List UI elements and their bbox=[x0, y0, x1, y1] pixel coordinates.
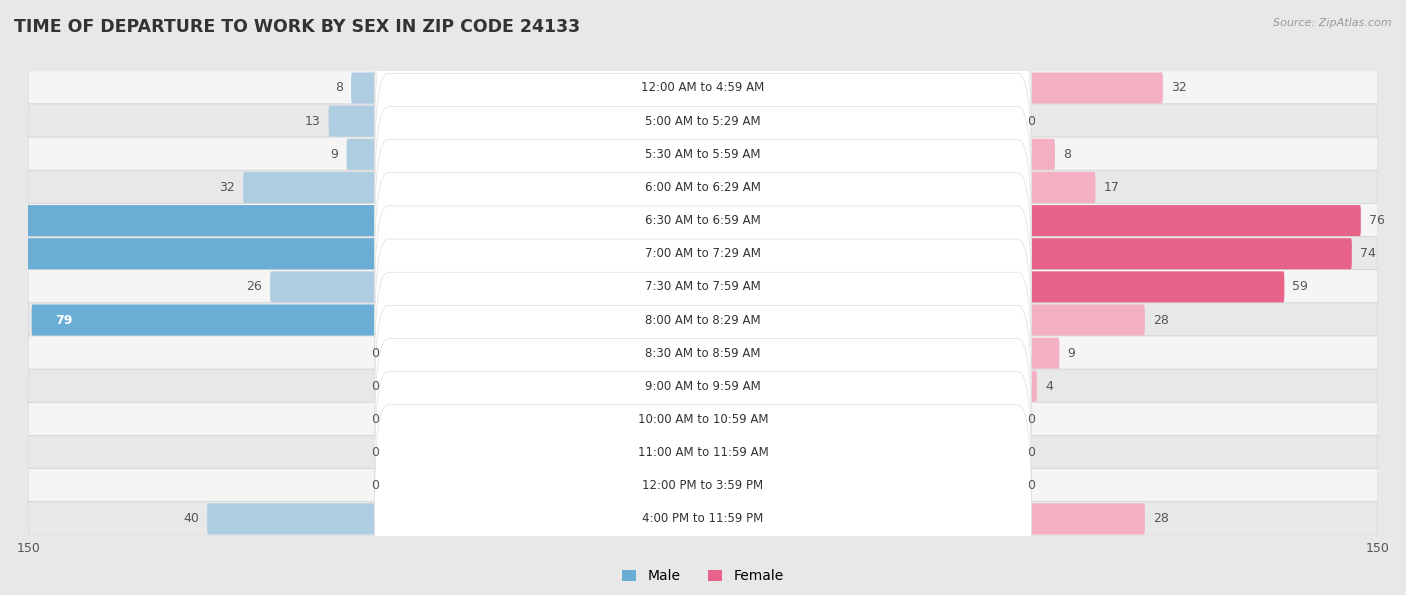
Text: 12:00 AM to 4:59 AM: 12:00 AM to 4:59 AM bbox=[641, 82, 765, 95]
FancyBboxPatch shape bbox=[28, 104, 1378, 139]
Text: 6:30 AM to 6:59 AM: 6:30 AM to 6:59 AM bbox=[645, 214, 761, 227]
Text: 5:30 AM to 5:59 AM: 5:30 AM to 5:59 AM bbox=[645, 148, 761, 161]
Text: 0: 0 bbox=[1026, 115, 1035, 127]
Text: 76: 76 bbox=[1369, 214, 1385, 227]
FancyBboxPatch shape bbox=[374, 73, 1032, 302]
FancyBboxPatch shape bbox=[28, 270, 1378, 304]
FancyBboxPatch shape bbox=[347, 139, 389, 170]
FancyBboxPatch shape bbox=[374, 0, 1032, 202]
Text: 9: 9 bbox=[330, 148, 339, 161]
FancyBboxPatch shape bbox=[28, 369, 1378, 403]
Text: 59: 59 bbox=[1292, 280, 1308, 293]
FancyBboxPatch shape bbox=[0, 238, 389, 270]
FancyBboxPatch shape bbox=[374, 173, 1032, 401]
Text: 8:00 AM to 8:29 AM: 8:00 AM to 8:29 AM bbox=[645, 314, 761, 327]
FancyBboxPatch shape bbox=[1017, 172, 1095, 203]
Text: 10:00 AM to 10:59 AM: 10:00 AM to 10:59 AM bbox=[638, 413, 768, 426]
Text: 0: 0 bbox=[371, 480, 380, 492]
FancyBboxPatch shape bbox=[374, 140, 1032, 368]
FancyBboxPatch shape bbox=[1017, 404, 1028, 435]
FancyBboxPatch shape bbox=[374, 405, 1032, 595]
FancyBboxPatch shape bbox=[28, 303, 1378, 337]
FancyBboxPatch shape bbox=[28, 236, 1378, 271]
Text: 8:30 AM to 8:59 AM: 8:30 AM to 8:59 AM bbox=[645, 347, 761, 359]
FancyBboxPatch shape bbox=[374, 372, 1032, 595]
Text: 4: 4 bbox=[1045, 380, 1053, 393]
Text: 28: 28 bbox=[1153, 512, 1168, 525]
Text: 0: 0 bbox=[371, 446, 380, 459]
FancyBboxPatch shape bbox=[378, 470, 389, 502]
FancyBboxPatch shape bbox=[243, 172, 389, 203]
Text: 0: 0 bbox=[371, 380, 380, 393]
FancyBboxPatch shape bbox=[1017, 470, 1028, 502]
FancyBboxPatch shape bbox=[329, 105, 389, 137]
FancyBboxPatch shape bbox=[374, 107, 1032, 334]
FancyBboxPatch shape bbox=[28, 170, 1378, 205]
FancyBboxPatch shape bbox=[1017, 238, 1351, 270]
FancyBboxPatch shape bbox=[207, 503, 389, 534]
Text: 8: 8 bbox=[1063, 148, 1071, 161]
FancyBboxPatch shape bbox=[374, 339, 1032, 566]
FancyBboxPatch shape bbox=[1017, 73, 1163, 104]
Text: 79: 79 bbox=[55, 314, 73, 327]
Text: 17: 17 bbox=[1104, 181, 1119, 194]
Legend: Male, Female: Male, Female bbox=[617, 564, 789, 589]
FancyBboxPatch shape bbox=[1017, 503, 1144, 534]
FancyBboxPatch shape bbox=[374, 206, 1032, 434]
FancyBboxPatch shape bbox=[374, 305, 1032, 534]
FancyBboxPatch shape bbox=[28, 502, 1378, 536]
Text: 9:00 AM to 9:59 AM: 9:00 AM to 9:59 AM bbox=[645, 380, 761, 393]
FancyBboxPatch shape bbox=[378, 437, 389, 468]
Text: 8: 8 bbox=[335, 82, 343, 95]
Text: 4:00 PM to 11:59 PM: 4:00 PM to 11:59 PM bbox=[643, 512, 763, 525]
FancyBboxPatch shape bbox=[28, 468, 1378, 503]
FancyBboxPatch shape bbox=[352, 73, 389, 104]
FancyBboxPatch shape bbox=[0, 205, 389, 236]
FancyBboxPatch shape bbox=[270, 271, 389, 302]
FancyBboxPatch shape bbox=[1017, 371, 1036, 402]
FancyBboxPatch shape bbox=[28, 71, 1378, 105]
Text: 11:00 AM to 11:59 AM: 11:00 AM to 11:59 AM bbox=[638, 446, 768, 459]
Text: 26: 26 bbox=[246, 280, 262, 293]
Text: 0: 0 bbox=[1026, 480, 1035, 492]
FancyBboxPatch shape bbox=[1017, 205, 1361, 236]
Text: 0: 0 bbox=[371, 347, 380, 359]
FancyBboxPatch shape bbox=[378, 371, 389, 402]
Text: 9: 9 bbox=[1067, 347, 1076, 359]
Text: 74: 74 bbox=[1360, 248, 1375, 260]
FancyBboxPatch shape bbox=[1017, 105, 1028, 137]
Text: 6:00 AM to 6:29 AM: 6:00 AM to 6:29 AM bbox=[645, 181, 761, 194]
FancyBboxPatch shape bbox=[32, 305, 389, 336]
FancyBboxPatch shape bbox=[374, 239, 1032, 467]
FancyBboxPatch shape bbox=[1017, 305, 1144, 336]
FancyBboxPatch shape bbox=[28, 436, 1378, 470]
FancyBboxPatch shape bbox=[28, 402, 1378, 437]
Text: 12:00 PM to 3:59 PM: 12:00 PM to 3:59 PM bbox=[643, 480, 763, 492]
Text: 0: 0 bbox=[1026, 446, 1035, 459]
Text: 0: 0 bbox=[1026, 413, 1035, 426]
FancyBboxPatch shape bbox=[1017, 437, 1028, 468]
Text: 7:00 AM to 7:29 AM: 7:00 AM to 7:29 AM bbox=[645, 248, 761, 260]
Text: 0: 0 bbox=[371, 413, 380, 426]
FancyBboxPatch shape bbox=[28, 336, 1378, 371]
FancyBboxPatch shape bbox=[374, 40, 1032, 268]
FancyBboxPatch shape bbox=[374, 7, 1032, 235]
Text: 13: 13 bbox=[305, 115, 321, 127]
Text: 28: 28 bbox=[1153, 314, 1168, 327]
FancyBboxPatch shape bbox=[378, 404, 389, 435]
Text: 32: 32 bbox=[1171, 82, 1187, 95]
Text: 32: 32 bbox=[219, 181, 235, 194]
Text: 5:00 AM to 5:29 AM: 5:00 AM to 5:29 AM bbox=[645, 115, 761, 127]
FancyBboxPatch shape bbox=[374, 273, 1032, 500]
FancyBboxPatch shape bbox=[1017, 271, 1284, 302]
Text: 7:30 AM to 7:59 AM: 7:30 AM to 7:59 AM bbox=[645, 280, 761, 293]
FancyBboxPatch shape bbox=[28, 203, 1378, 238]
FancyBboxPatch shape bbox=[28, 137, 1378, 171]
FancyBboxPatch shape bbox=[1017, 139, 1054, 170]
Text: Source: ZipAtlas.com: Source: ZipAtlas.com bbox=[1274, 18, 1392, 28]
Text: TIME OF DEPARTURE TO WORK BY SEX IN ZIP CODE 24133: TIME OF DEPARTURE TO WORK BY SEX IN ZIP … bbox=[14, 18, 581, 36]
Text: 40: 40 bbox=[183, 512, 200, 525]
FancyBboxPatch shape bbox=[378, 337, 389, 369]
FancyBboxPatch shape bbox=[1017, 337, 1059, 369]
